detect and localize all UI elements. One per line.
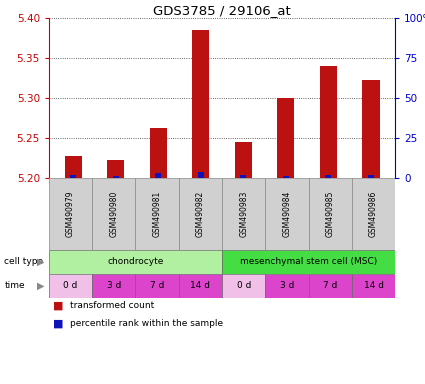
- Bar: [222, 178, 265, 250]
- Text: 7 d: 7 d: [150, 281, 164, 291]
- Bar: [309, 178, 352, 250]
- Title: GDS3785 / 29106_at: GDS3785 / 29106_at: [153, 4, 291, 17]
- Text: GSM490986: GSM490986: [369, 191, 378, 237]
- Text: 14 d: 14 d: [190, 281, 210, 291]
- Bar: [352, 274, 395, 298]
- Text: 3 d: 3 d: [107, 281, 121, 291]
- Text: GSM490979: GSM490979: [66, 191, 75, 237]
- Bar: [222, 250, 395, 274]
- Text: 3 d: 3 d: [280, 281, 294, 291]
- Text: GSM490984: GSM490984: [283, 191, 292, 237]
- Bar: [136, 178, 179, 250]
- Bar: [241, 175, 246, 178]
- Bar: [136, 274, 179, 298]
- Bar: [198, 172, 204, 178]
- Text: transformed count: transformed count: [70, 301, 154, 311]
- Bar: [179, 178, 222, 250]
- Bar: [235, 142, 252, 178]
- Bar: [352, 178, 395, 250]
- Bar: [49, 250, 222, 274]
- Bar: [265, 274, 309, 298]
- Text: ■: ■: [53, 319, 64, 329]
- Bar: [278, 98, 295, 178]
- Bar: [283, 176, 289, 178]
- Bar: [155, 173, 161, 178]
- Text: GSM490985: GSM490985: [326, 191, 335, 237]
- Bar: [107, 161, 124, 178]
- Text: 7 d: 7 d: [323, 281, 337, 291]
- Text: chondrocyte: chondrocyte: [107, 258, 164, 266]
- Bar: [192, 30, 209, 178]
- Text: time: time: [4, 281, 25, 291]
- Bar: [265, 178, 309, 250]
- Bar: [49, 274, 92, 298]
- Text: GSM490983: GSM490983: [239, 191, 248, 237]
- Text: 0 d: 0 d: [63, 281, 78, 291]
- Bar: [179, 274, 222, 298]
- Text: 0 d: 0 d: [237, 281, 251, 291]
- Text: mesenchymal stem cell (MSC): mesenchymal stem cell (MSC): [240, 258, 377, 266]
- Text: ▶: ▶: [37, 281, 44, 291]
- Text: percentile rank within the sample: percentile rank within the sample: [70, 319, 223, 328]
- Bar: [70, 175, 76, 178]
- Text: GSM490981: GSM490981: [153, 191, 162, 237]
- Bar: [368, 175, 374, 178]
- Bar: [65, 156, 82, 178]
- Bar: [92, 274, 136, 298]
- Text: ▶: ▶: [37, 257, 44, 267]
- Bar: [113, 176, 119, 178]
- Bar: [363, 80, 380, 178]
- Text: GSM490980: GSM490980: [109, 191, 118, 237]
- Text: cell type: cell type: [4, 258, 43, 266]
- Bar: [326, 175, 332, 178]
- Text: GSM490982: GSM490982: [196, 191, 205, 237]
- Bar: [49, 178, 92, 250]
- Bar: [320, 66, 337, 178]
- Text: 14 d: 14 d: [364, 281, 384, 291]
- Bar: [150, 127, 167, 178]
- Text: ■: ■: [53, 301, 64, 311]
- Bar: [309, 274, 352, 298]
- Bar: [222, 274, 265, 298]
- Bar: [92, 178, 136, 250]
